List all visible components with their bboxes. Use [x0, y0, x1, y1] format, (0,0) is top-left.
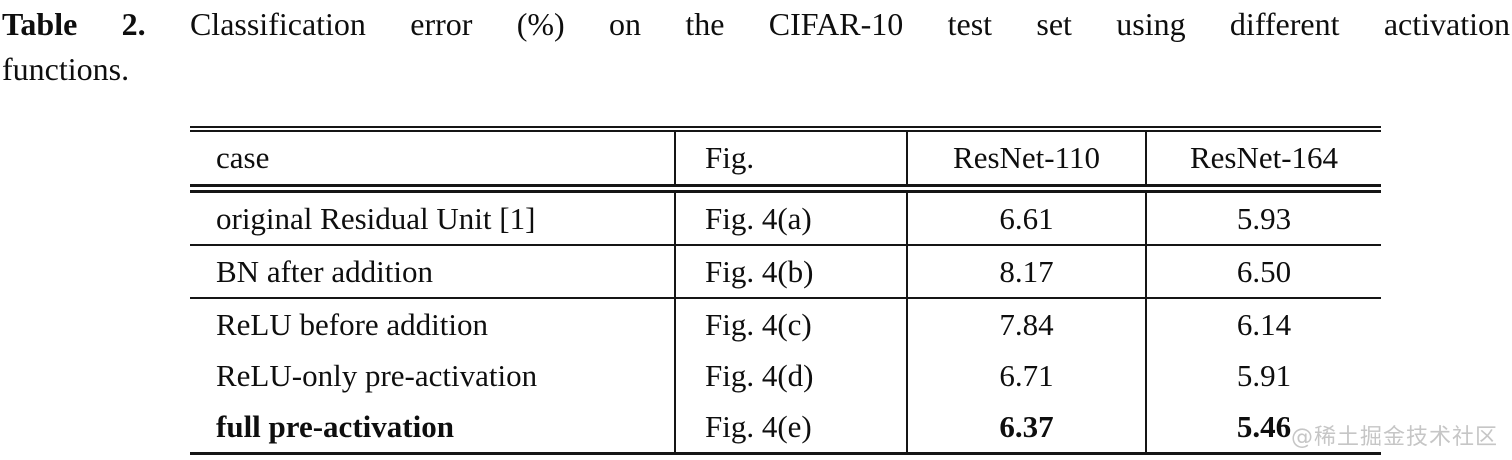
cell-resnet164: 5.46: [1146, 401, 1381, 455]
caption-line-1: Table 2. Classification error (%) on the…: [2, 2, 1510, 47]
header-resnet110: ResNet-110: [907, 126, 1147, 193]
results-table: case Fig. ResNet-110 ResNet-164 original…: [190, 126, 1381, 455]
cell-resnet164: 5.93: [1146, 188, 1381, 246]
table-header: case Fig. ResNet-110 ResNet-164: [190, 126, 1381, 193]
header-row: case Fig. ResNet-110 ResNet-164: [190, 126, 1381, 193]
cell-resnet164: 5.91: [1236, 357, 1292, 393]
cell-fig: Fig. 4(b): [675, 245, 908, 299]
cell-resnet110: 6.37: [907, 401, 1147, 455]
cell-resnet164: 6.14: [1236, 306, 1292, 342]
cell-case: BN after addition: [190, 245, 676, 299]
table-row: ReLU-only pre-activation Fig. 4(d) 6.71 …: [190, 350, 1381, 401]
cell-fig: Fig. 4(a): [675, 188, 908, 246]
cell-fig: Fig. 4(d): [675, 350, 908, 401]
header-case: case: [190, 126, 676, 193]
cell-case: ReLU before addition: [190, 298, 676, 350]
cell-resnet164: 6.50: [1146, 245, 1381, 299]
caption-line-2: functions.: [2, 51, 130, 87]
table-row: full pre-activation Fig. 4(e) 6.37 5.46: [190, 401, 1381, 455]
table-row: BN after addition Fig. 4(b) 8.17 6.50: [190, 245, 1381, 299]
header-fig: Fig.: [675, 126, 908, 193]
table-body: original Residual Unit [1] Fig. 4(a) 6.6…: [190, 188, 1381, 455]
watermark: @稀土掘金技术社区: [1290, 425, 1498, 450]
cell-case: full pre-activation: [190, 401, 676, 455]
results-table-container: case Fig. ResNet-110 ResNet-164 original…: [190, 126, 1381, 455]
cell-resnet110: 8.17: [907, 245, 1147, 299]
table-caption: Table 2. Classification error (%) on the…: [2, 2, 1510, 92]
cell-resnet110: 6.71: [907, 350, 1147, 401]
cell-case: original Residual Unit [1]: [190, 188, 676, 246]
cell-resnet110: 6.61: [907, 188, 1147, 246]
cell-case: ReLU-only pre-activation: [190, 350, 676, 401]
header-resnet164: ResNet-164: [1146, 126, 1381, 193]
table-row: original Residual Unit [1] Fig. 4(a) 6.6…: [190, 188, 1381, 246]
cell-fig: Fig. 4(e): [675, 401, 908, 455]
caption-text: Classification error (%) on the CIFAR-10…: [189, 6, 1511, 42]
cell-resnet110: 7.84: [907, 298, 1147, 350]
caption-label: Table 2.: [2, 6, 146, 42]
table-row: ReLU before addition Fig. 4(c) 7.84 6.14: [190, 298, 1381, 350]
cell-fig: Fig. 4(c): [675, 298, 908, 350]
